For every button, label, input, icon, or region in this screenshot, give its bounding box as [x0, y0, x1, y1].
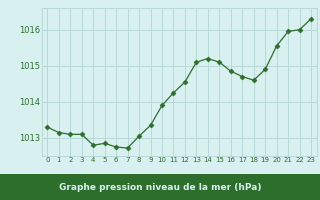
Text: Graphe pression niveau de la mer (hPa): Graphe pression niveau de la mer (hPa): [59, 182, 261, 192]
